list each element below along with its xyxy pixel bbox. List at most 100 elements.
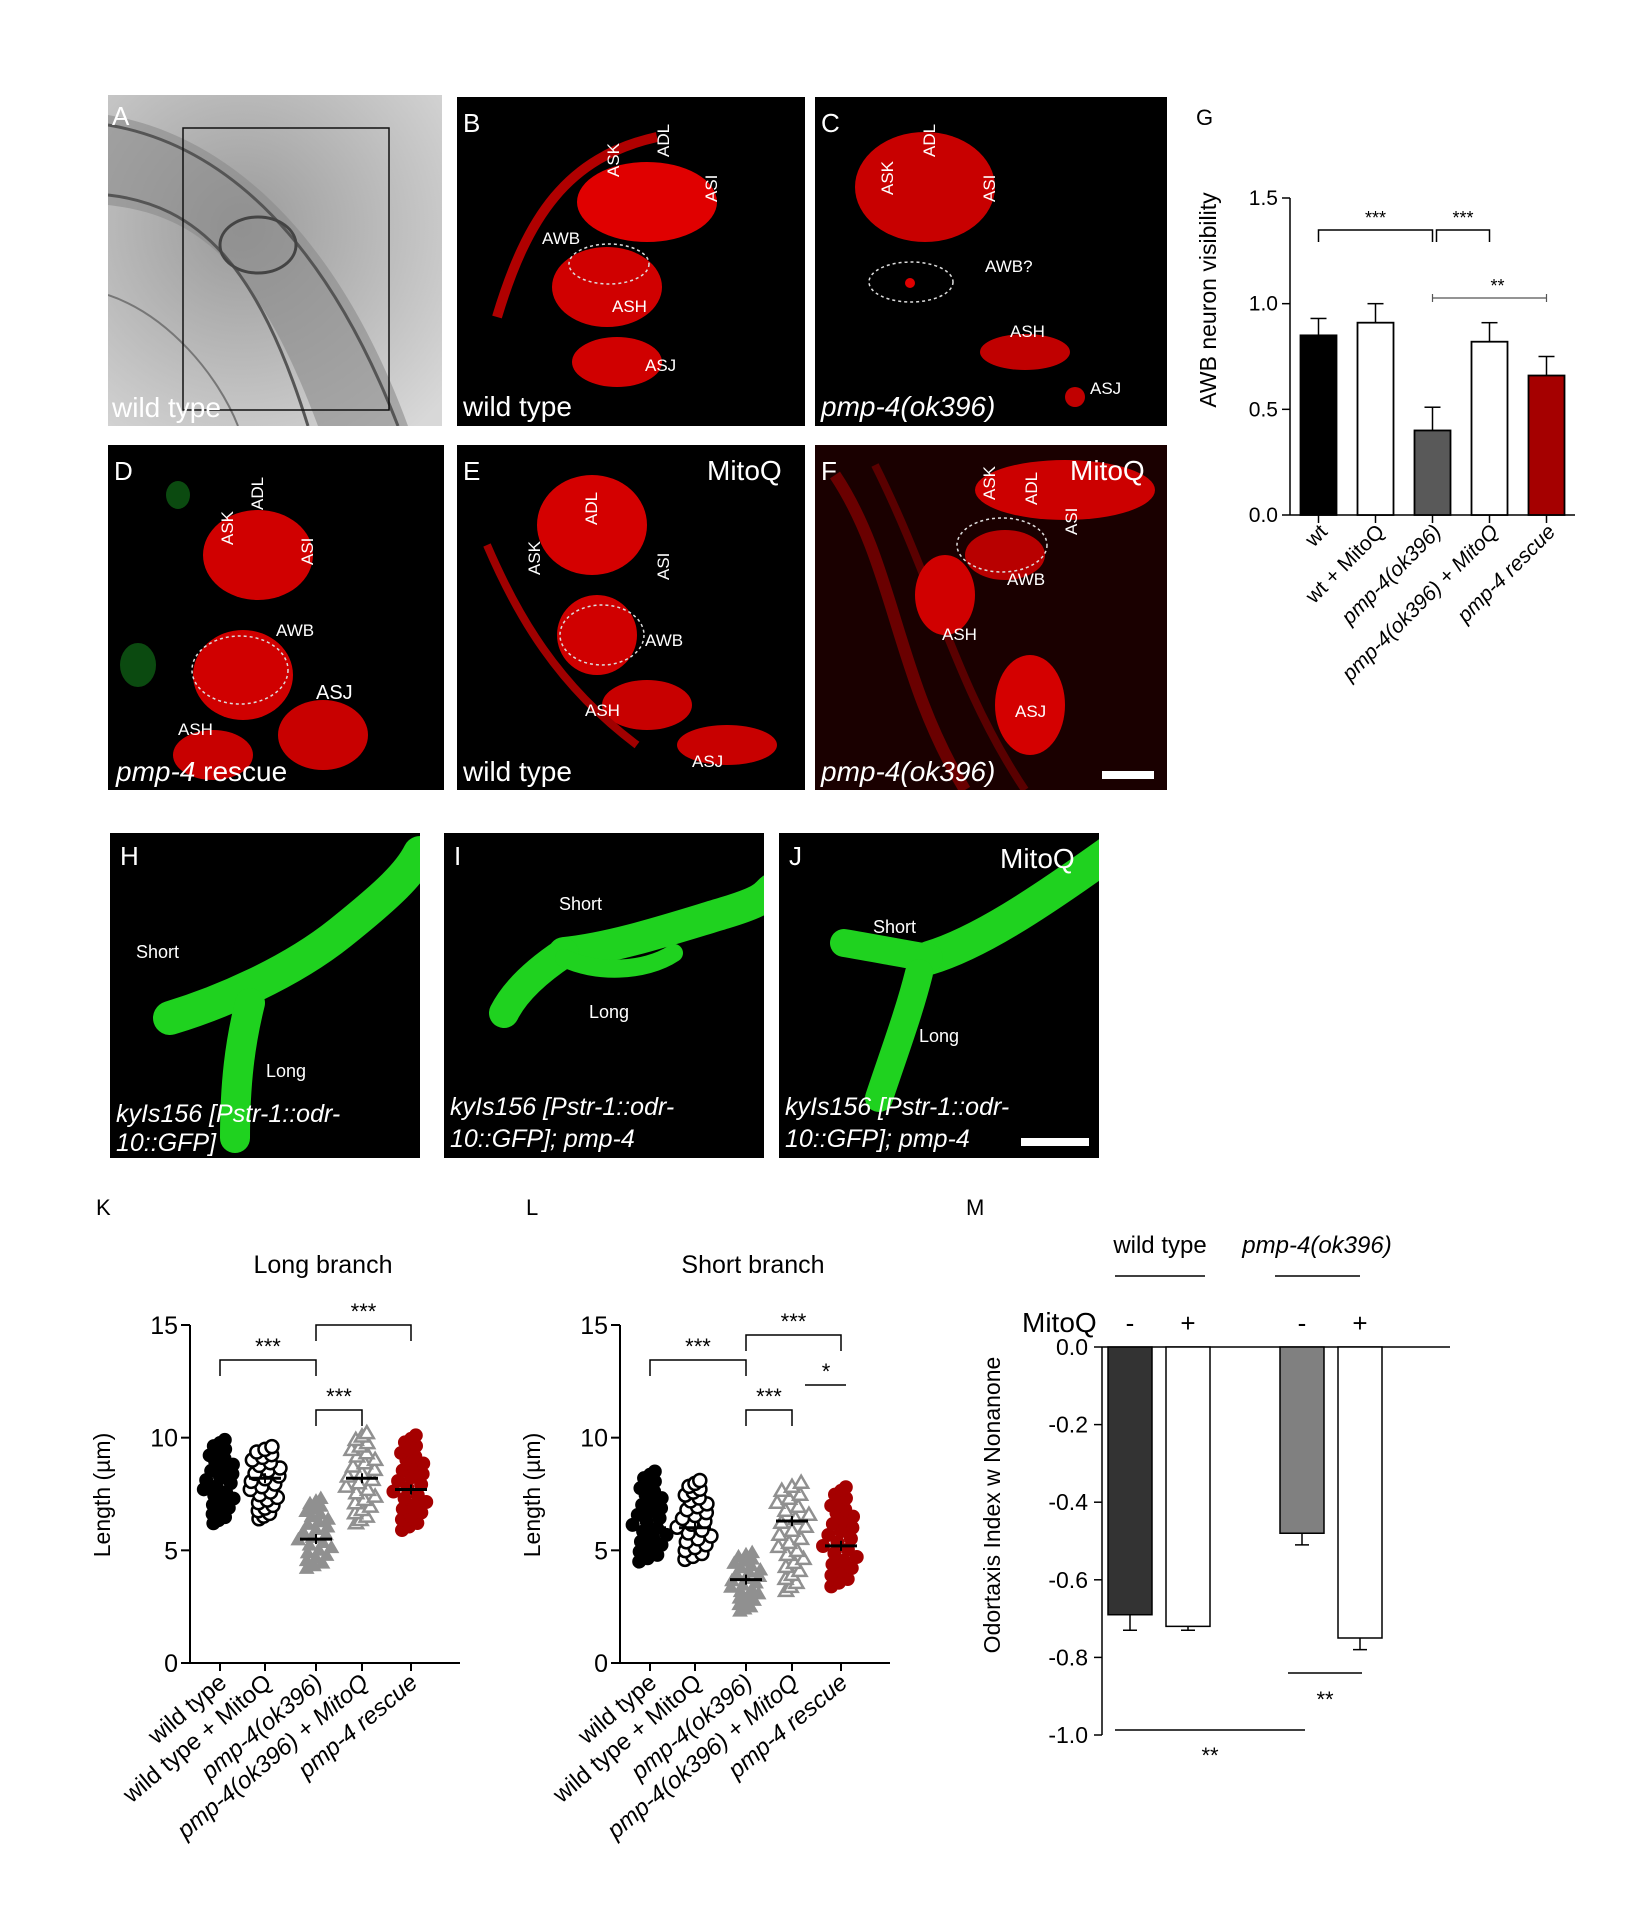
cell-label: ADL bbox=[654, 124, 673, 157]
m-ylabel: Odortaxis Index w Nonanone bbox=[979, 1357, 1005, 1654]
panel-i: I Short Long kyIs156 [Pstr-1::odr- 10::G… bbox=[444, 833, 764, 1158]
cell-label: ASJ bbox=[316, 682, 353, 704]
cell-label: ASH bbox=[1010, 322, 1045, 341]
panel-letter-d: D bbox=[114, 456, 133, 486]
cell-label: ASK bbox=[604, 142, 623, 177]
l-ylabel: Length (µm) bbox=[519, 1433, 545, 1557]
panel-f: F MitoQ ASK ADL ASI AWB ASH ASJ pmp-4(ok… bbox=[815, 445, 1167, 790]
cell-label: ASJ bbox=[692, 752, 723, 771]
panel-j: J MitoQ Short Long kyIs156 [Pstr-1::odr-… bbox=[779, 833, 1099, 1158]
k-significance: *** bbox=[326, 1384, 352, 1409]
caption-e: wild type bbox=[462, 756, 572, 787]
caption-h-2: 10::GFP] bbox=[116, 1129, 217, 1157]
g-category-label: pmp-4(ok396) bbox=[1337, 520, 1446, 629]
k-data-point bbox=[357, 1423, 376, 1440]
k-significance-line bbox=[219, 1359, 317, 1376]
l-ytick-label: 0 bbox=[594, 1650, 608, 1678]
l-data-point bbox=[647, 1464, 662, 1479]
panel-g: G AWB neuron visibility 0.0 0.5 1.0 1.5 wt wt… bbox=[1180, 90, 1600, 760]
k-data-point bbox=[312, 1490, 329, 1505]
g-significance-line bbox=[1431, 294, 1548, 302]
m-ytick-label: -0.8 bbox=[1048, 1644, 1088, 1670]
m-treatment-sign: + bbox=[1352, 1308, 1367, 1338]
cell-label: ASH bbox=[612, 297, 647, 316]
cell-label: AWB bbox=[645, 631, 683, 650]
panel-m: M Odortaxis Index w Nonanone MitoQ 0.0 -0… bbox=[950, 1185, 1470, 1785]
panel-letter-e: E bbox=[463, 456, 480, 486]
l-data-point bbox=[789, 1497, 808, 1514]
cell-label: AWB bbox=[542, 229, 580, 248]
panel-letter-k: K bbox=[96, 1195, 111, 1220]
chart-g: G AWB neuron visibility 0.00.51.01.5wtwt… bbox=[1195, 105, 1575, 686]
treatment-j: MitoQ bbox=[1000, 843, 1075, 874]
m-bar bbox=[1107, 1346, 1153, 1616]
m-treatment-sign: + bbox=[1180, 1308, 1195, 1338]
cell-label: ASJ bbox=[1015, 702, 1046, 721]
g-significance-line bbox=[1317, 229, 1434, 242]
caption-j-1: kyIs156 [Pstr-1::odr- bbox=[785, 1093, 1009, 1121]
cell-label: ASI bbox=[702, 175, 721, 202]
g-bar bbox=[1413, 429, 1452, 516]
l-data-point bbox=[770, 1525, 789, 1542]
caption-d: pmp-4 rescue bbox=[115, 756, 287, 787]
m-ytick-label: 0.0 bbox=[1056, 1334, 1088, 1360]
cell-label: ASK bbox=[218, 510, 237, 545]
k-data-point bbox=[408, 1428, 423, 1443]
panel-letter-b: B bbox=[463, 108, 480, 138]
caption-a: wild type bbox=[111, 392, 221, 423]
k-data-point bbox=[295, 1524, 312, 1538]
caption-h-1: kyIs156 [Pstr-1::odr- bbox=[116, 1100, 340, 1128]
l-significance: *** bbox=[781, 1309, 807, 1334]
k-significance-line bbox=[315, 1409, 363, 1426]
caption-i-1: kyIs156 [Pstr-1::odr- bbox=[450, 1093, 674, 1121]
panel-b: B ASK ADL ASI AWB ASH ASJ wild type bbox=[457, 97, 805, 426]
g-category-label: wt bbox=[1300, 520, 1332, 552]
g-bar bbox=[1356, 321, 1395, 516]
cell-label: ASH bbox=[178, 720, 213, 739]
l-data-point bbox=[791, 1473, 811, 1489]
l-data-point bbox=[692, 1472, 708, 1489]
g-ytick-label: 0.5 bbox=[1249, 398, 1278, 421]
k-ytick-label: 15 bbox=[150, 1312, 178, 1340]
caption-j-2: 10::GFP]; pmp-4 bbox=[785, 1125, 970, 1153]
k-ytick-label: 5 bbox=[164, 1537, 178, 1565]
l-data-point bbox=[796, 1517, 815, 1534]
panel-letter-m: M bbox=[966, 1195, 984, 1220]
m-ytick-label: -0.4 bbox=[1048, 1489, 1088, 1515]
m-treatment-sign: - bbox=[1126, 1308, 1135, 1338]
m-ytick-label: -1.0 bbox=[1048, 1722, 1088, 1748]
l-title: Short branch bbox=[681, 1251, 824, 1279]
panel-letter-l: L bbox=[526, 1195, 538, 1220]
l-data-point bbox=[838, 1480, 853, 1495]
cell-label: ASI bbox=[298, 538, 317, 565]
cell-label: AWB bbox=[276, 621, 314, 640]
branch-long: Long bbox=[589, 1002, 629, 1022]
l-ytick-label: 15 bbox=[580, 1312, 608, 1340]
panel-letter-f: F bbox=[821, 456, 837, 486]
k-ytick-label: 10 bbox=[150, 1425, 178, 1453]
g-bar bbox=[1299, 334, 1338, 516]
k-data-point bbox=[337, 1477, 356, 1493]
cell-label: ASH bbox=[942, 625, 977, 644]
scale-bar bbox=[1021, 1138, 1089, 1146]
cell-label: ASJ bbox=[1090, 379, 1121, 398]
panel-letter-h: H bbox=[120, 841, 139, 871]
caption-i-2: 10::GFP]; pmp-4 bbox=[450, 1125, 635, 1153]
g-significance-line bbox=[1435, 229, 1491, 242]
panel-c: C ASK ADL ASI AWB? ASH ASJ pmp-4(ok396) bbox=[815, 97, 1167, 426]
k-data-point bbox=[299, 1544, 316, 1559]
panel-letter-j: J bbox=[789, 841, 802, 871]
l-data-point bbox=[723, 1579, 739, 1593]
g-category-label: pmp-4 rescue bbox=[1452, 520, 1560, 628]
m-group-label: wild type bbox=[1112, 1232, 1206, 1259]
treatment-f: MitoQ bbox=[1070, 455, 1145, 486]
cell-label: ADL bbox=[920, 124, 939, 157]
panel-k: K Long branch Length (µm) 0 5 10 15 wild typ… bbox=[80, 1185, 500, 1905]
m-bar bbox=[1337, 1346, 1383, 1639]
m-ytick-label: -0.2 bbox=[1048, 1412, 1088, 1438]
m-significance: ** bbox=[1201, 1743, 1219, 1768]
g-ytick-label: 0.0 bbox=[1249, 504, 1278, 527]
